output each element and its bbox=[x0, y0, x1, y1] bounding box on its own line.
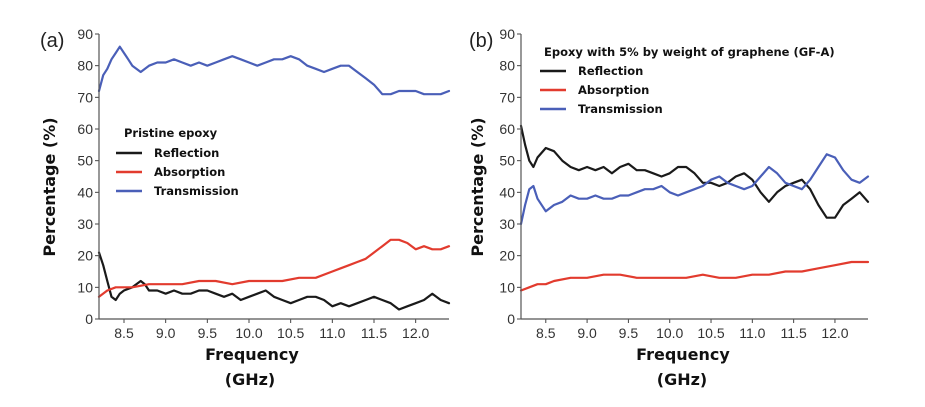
y-tick-label-b: 10 bbox=[499, 279, 515, 295]
legend-label-transmission-a: Transmission bbox=[154, 184, 239, 198]
y-tick-label-b: 90 bbox=[499, 26, 515, 42]
x-tick-label-a: 9.0 bbox=[156, 325, 176, 341]
y-tick-label-b: 70 bbox=[499, 89, 515, 105]
y-tick-label-a: 30 bbox=[77, 216, 93, 232]
y-tick-label-a: 50 bbox=[77, 153, 93, 169]
y-tick-label-b: 50 bbox=[499, 153, 515, 169]
x-tick-label-b: 10.5 bbox=[697, 325, 724, 341]
y-axis-title-a: Percentage (%) bbox=[40, 117, 59, 256]
absorption-line-b bbox=[519, 260, 870, 292]
panel-label-a: (a) bbox=[40, 30, 64, 52]
x-tick-label-a: 8.5 bbox=[114, 325, 134, 341]
reflection-line-a bbox=[97, 251, 451, 311]
absorption-line-a bbox=[97, 238, 451, 298]
y-tick-label-a: 60 bbox=[77, 121, 93, 137]
x-tick-label-a: 12.0 bbox=[402, 325, 429, 341]
x-tick-label-a: 10.0 bbox=[235, 325, 262, 341]
transmission-line-a bbox=[97, 45, 451, 96]
transmission-line-b bbox=[519, 153, 870, 226]
y-axis-title-b: Percentage (%) bbox=[468, 117, 487, 256]
y-tick-label-b: 20 bbox=[499, 248, 515, 264]
y-tick-label-a: 90 bbox=[77, 26, 93, 42]
y-tick-label-a: 0 bbox=[85, 311, 93, 327]
y-tick-label-b: 80 bbox=[499, 58, 515, 74]
x-axis-title-b: Frequency bbox=[636, 345, 730, 364]
y-tick-label-a: 40 bbox=[77, 184, 93, 200]
chart-panel-b: (b) 0 10 20 30 40 50 60 70 80 90 8.5 9.0 9.5 10.0 10.… bbox=[468, 26, 870, 389]
y-tick-label-a: 80 bbox=[77, 58, 93, 74]
y-tick-label-a: 20 bbox=[77, 248, 93, 264]
reflection-line-b bbox=[519, 124, 870, 219]
y-tick-label-a: 70 bbox=[77, 89, 93, 105]
x-tick-label-b: 9.5 bbox=[619, 325, 639, 341]
x-tick-label-a: 9.5 bbox=[198, 325, 218, 341]
legend-title-a: Pristine epoxy bbox=[124, 126, 218, 140]
y-tick-label-b: 0 bbox=[507, 311, 515, 327]
x-tick-label-a: 11.5 bbox=[361, 325, 387, 341]
legend-label-transmission-b: Transmission bbox=[578, 102, 663, 116]
y-tick-label-b: 40 bbox=[499, 184, 515, 200]
y-tick-label-b: 60 bbox=[499, 121, 515, 137]
x-tick-label-b: 11.5 bbox=[781, 325, 807, 341]
x-tick-label-b: 8.5 bbox=[536, 325, 556, 341]
legend-title-b: Epoxy with 5% by weight of graphene (GF-… bbox=[544, 45, 835, 59]
legend-label-absorption-a: Absorption bbox=[154, 165, 225, 179]
chart-panel-a: (a) 0 10 20 30 40 50 60 70 80 90 8.5 9.0 9.5 10.0 10.… bbox=[40, 26, 451, 389]
x-tick-label-a: 10.5 bbox=[277, 325, 304, 341]
legend-label-reflection-a: Reflection bbox=[154, 146, 219, 160]
legend-label-reflection-b: Reflection bbox=[578, 64, 643, 78]
y-tick-label-b: 30 bbox=[499, 216, 515, 232]
x-tick-label-b: 10.0 bbox=[656, 325, 683, 341]
y-tick-label-a: 10 bbox=[77, 279, 93, 295]
x-tick-label-b: 9.0 bbox=[577, 325, 597, 341]
x-axis-unit-b: (GHz) bbox=[657, 370, 707, 389]
panel-label-b: (b) bbox=[469, 30, 493, 52]
x-tick-label-b: 11.0 bbox=[739, 325, 765, 341]
x-axis-title-a: Frequency bbox=[205, 345, 299, 364]
x-tick-label-b: 12.0 bbox=[821, 325, 848, 341]
x-tick-label-a: 11.0 bbox=[319, 325, 345, 341]
x-axis-unit-a: (GHz) bbox=[225, 370, 275, 389]
legend-label-absorption-b: Absorption bbox=[578, 83, 649, 97]
